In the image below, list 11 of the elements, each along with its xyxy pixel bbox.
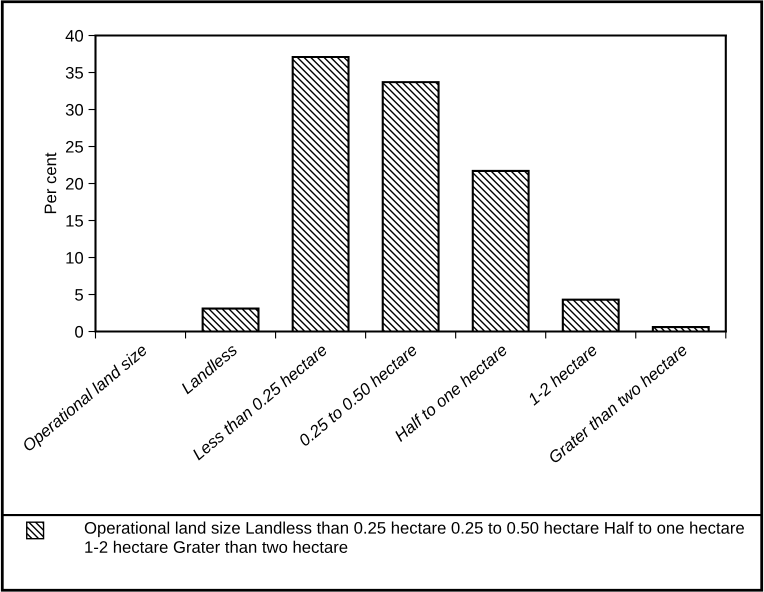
- y-tick-label: 5: [75, 289, 83, 301]
- y-tick-label: 30: [66, 104, 84, 116]
- y-tick-label: 20: [66, 178, 84, 190]
- y-tick-label: 40: [66, 30, 84, 42]
- y-tick-label: 0: [75, 326, 84, 338]
- y-axis-title: Per cent: [44, 152, 56, 214]
- y-tick-label: 25: [66, 140, 83, 153]
- y-tick-label: 15: [66, 215, 83, 227]
- y-tick-label: 35: [66, 66, 83, 79]
- text: Operational land size Landless than 0.25 hectare 0.25 to 0.50 hectare Half to one hectare 1-2 hectare Grater than two hectare: [84, 522, 744, 553]
- y-tick-label: 10: [66, 252, 84, 264]
